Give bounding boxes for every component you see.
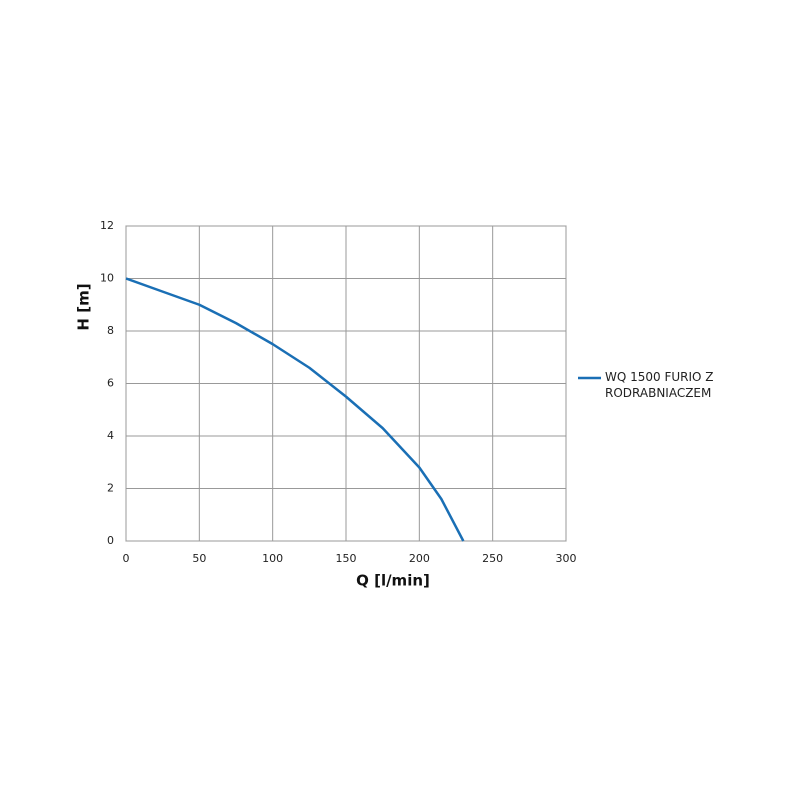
y-tick-label: 12 xyxy=(100,219,114,232)
y-axis-title: H [m] xyxy=(75,283,93,330)
y-tick-label: 6 xyxy=(107,377,114,390)
y-tick-label: 10 xyxy=(100,272,114,285)
x-tick-label: 0 xyxy=(123,552,130,565)
x-tick-label: 200 xyxy=(409,552,430,565)
x-tick-label: 50 xyxy=(192,552,206,565)
data-line xyxy=(125,277,465,542)
x-tick-label: 300 xyxy=(556,552,577,565)
legend-label: WQ 1500 FURIO Z RODRABNIACZEM xyxy=(605,370,714,400)
x-tick-label: 250 xyxy=(482,552,503,565)
x-tick-label: 100 xyxy=(262,552,283,565)
x-tick-label: 150 xyxy=(336,552,357,565)
y-tick-label: 8 xyxy=(107,324,114,337)
y-tick-label: 0 xyxy=(107,534,114,547)
y-tick-label: 2 xyxy=(107,482,114,495)
x-axis-title: Q [l/min] xyxy=(356,572,430,590)
y-tick-label: 4 xyxy=(107,429,114,442)
